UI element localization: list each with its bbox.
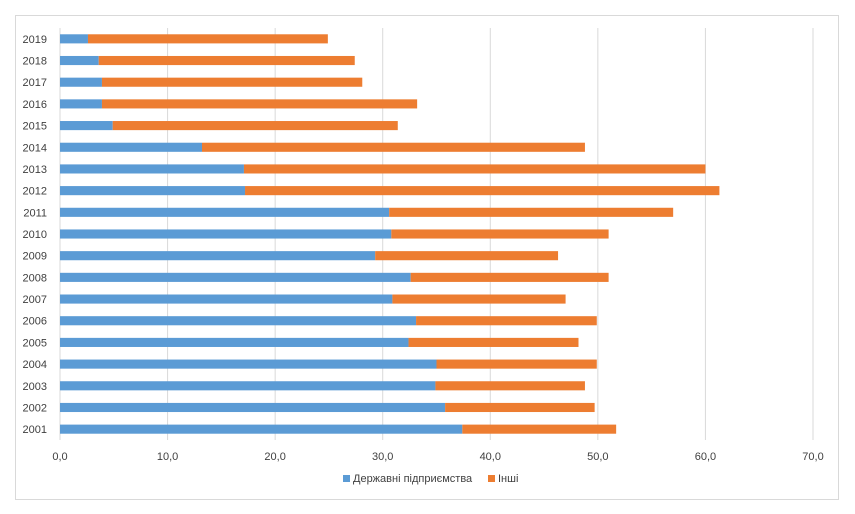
bar-others xyxy=(101,77,363,87)
bar-state-enterprises xyxy=(60,121,113,131)
bar-others xyxy=(243,164,706,174)
y-tick-label: 2016 xyxy=(23,99,47,111)
bar-state-enterprises xyxy=(60,142,202,152)
bar-others xyxy=(408,337,579,347)
bar-state-enterprises xyxy=(60,294,393,304)
bar-state-enterprises xyxy=(60,99,102,109)
bar-state-enterprises xyxy=(60,164,244,174)
bar-others xyxy=(416,316,597,326)
y-tick-label: 2017 xyxy=(23,77,47,89)
bar-others xyxy=(392,294,566,304)
x-tick-label: 50,0 xyxy=(587,451,608,463)
y-tick-label: 2019 xyxy=(23,34,47,46)
bar-state-enterprises xyxy=(60,186,246,196)
legend-swatch xyxy=(488,475,495,482)
bar-state-enterprises xyxy=(60,402,446,413)
y-tick-label: 2015 xyxy=(23,121,47,133)
bar-state-enterprises xyxy=(60,207,390,217)
legend-label: Інші xyxy=(498,473,518,485)
bar-others xyxy=(87,34,328,44)
x-tick-label: 10,0 xyxy=(157,451,178,463)
y-tick-label: 2005 xyxy=(23,337,47,349)
bar-others xyxy=(201,142,585,152)
x-tick-label: 60,0 xyxy=(695,451,716,463)
y-tick-label: 2014 xyxy=(23,142,47,154)
bar-state-enterprises xyxy=(60,77,102,87)
y-tick-label: 2007 xyxy=(23,294,47,306)
bar-state-enterprises xyxy=(60,381,436,391)
x-tick-label: 20,0 xyxy=(264,451,285,463)
y-tick-label: 2004 xyxy=(23,359,47,371)
y-tick-label: 2010 xyxy=(23,229,47,241)
y-tick-label: 2006 xyxy=(23,316,47,328)
legend-swatch xyxy=(343,475,350,482)
legend-label: Державні підприємства xyxy=(353,473,473,485)
bar-state-enterprises xyxy=(60,316,417,326)
bar-others xyxy=(436,359,597,369)
bar-others xyxy=(445,402,595,413)
y-tick-label: 2001 xyxy=(23,424,47,436)
y-tick-label: 2009 xyxy=(23,251,47,263)
x-tick-label: 30,0 xyxy=(372,451,393,463)
bar-state-enterprises xyxy=(60,272,411,282)
y-tick-label: 2003 xyxy=(23,381,47,393)
y-tick-label: 2011 xyxy=(23,207,47,219)
bar-state-enterprises xyxy=(60,337,409,347)
bar-others xyxy=(462,424,617,434)
bar-others xyxy=(98,55,355,66)
bar-others xyxy=(410,272,609,282)
bar-others xyxy=(435,381,585,391)
y-tick-label: 2008 xyxy=(23,272,47,284)
bar-others xyxy=(389,207,674,217)
bar-state-enterprises xyxy=(60,424,463,434)
bar-state-enterprises xyxy=(60,251,376,261)
bar-others xyxy=(391,229,609,239)
bar-state-enterprises xyxy=(60,34,88,44)
x-tick-label: 0,0 xyxy=(52,451,67,463)
y-tick-label: 2013 xyxy=(23,164,47,176)
bar-state-enterprises xyxy=(60,359,437,369)
x-tick-label: 70,0 xyxy=(802,451,823,463)
y-tick-label: 2012 xyxy=(23,186,47,198)
y-tick-label: 2002 xyxy=(23,402,47,414)
y-tick-label: 2018 xyxy=(23,56,47,68)
bar-others xyxy=(245,186,720,196)
bar-others xyxy=(101,99,418,109)
bar-state-enterprises xyxy=(60,229,392,239)
x-tick-label: 40,0 xyxy=(480,451,501,463)
bar-others xyxy=(112,121,398,131)
bar-others xyxy=(375,251,559,261)
bar-state-enterprises xyxy=(60,55,99,66)
